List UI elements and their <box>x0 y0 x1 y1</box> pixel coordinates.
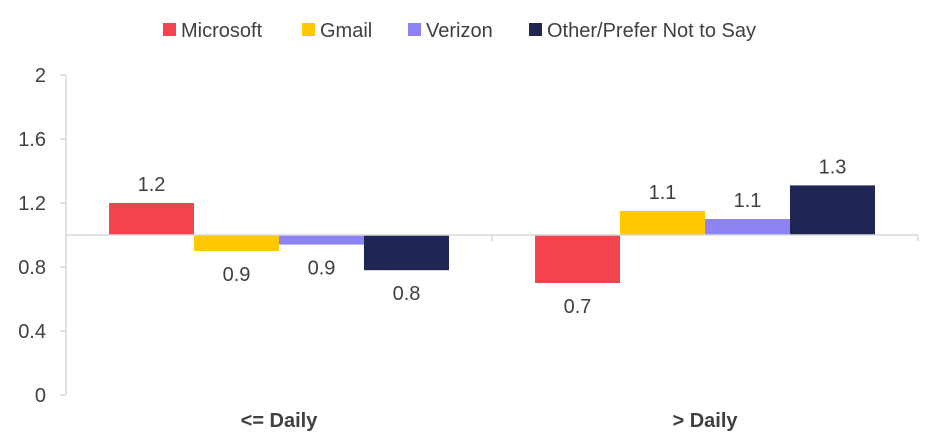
category-label: <= Daily <box>241 410 319 432</box>
y-tick-label: 1.6 <box>18 129 46 151</box>
y-tick-label: 0.8 <box>18 257 46 279</box>
legend-swatch <box>529 23 542 36</box>
x-axis: <= Daily > Daily <box>65 234 919 432</box>
legend-swatch <box>163 23 176 36</box>
data-label: 1.1 <box>649 182 677 204</box>
bar <box>109 203 194 235</box>
data-labels: 1.2 0.9 0.9 0.8 0.7 1.1 1.1 1.3 <box>138 156 847 318</box>
bar <box>194 235 279 251</box>
bar <box>535 235 620 283</box>
data-label: 0.8 <box>393 283 421 305</box>
y-tick-label: 1.2 <box>18 193 46 215</box>
legend: Microsoft Gmail Verizon Other/Prefer Not to… <box>163 20 756 42</box>
data-label: 0.9 <box>308 258 336 280</box>
data-label: 1.3 <box>819 156 847 178</box>
bar <box>279 235 364 245</box>
bars <box>109 185 875 283</box>
bar <box>705 219 790 235</box>
bar <box>620 211 705 235</box>
data-label: 1.2 <box>138 174 166 196</box>
data-label: 1.1 <box>734 190 762 212</box>
y-axis: 0 0.4 0.8 1.2 1.6 2 <box>18 65 67 407</box>
legend-label: Other/Prefer Not to Say <box>547 20 756 42</box>
legend-label: Microsoft <box>181 20 263 42</box>
legend-label: Verizon <box>426 20 493 42</box>
bar <box>364 235 449 271</box>
data-label: 0.9 <box>223 264 251 286</box>
y-tick-label: 2 <box>35 65 46 87</box>
legend-label: Gmail <box>320 20 372 42</box>
legend-swatch <box>302 23 315 36</box>
category-label: > Daily <box>672 410 738 432</box>
y-tick-label: 0 <box>35 385 46 407</box>
y-tick-label: 0.4 <box>18 321 46 343</box>
data-label: 0.7 <box>564 296 592 318</box>
bar <box>790 185 875 235</box>
legend-swatch <box>408 23 421 36</box>
